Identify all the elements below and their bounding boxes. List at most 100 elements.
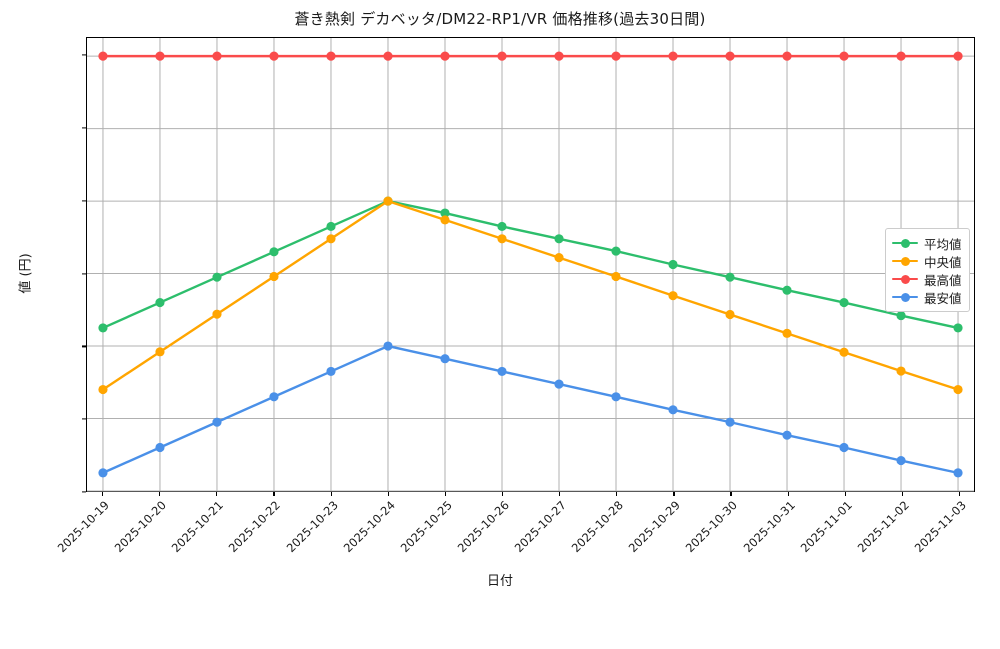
y-tick-mark <box>82 273 86 275</box>
data-point-marker[interactable] <box>98 51 108 61</box>
series-2 <box>98 196 963 395</box>
data-point-marker[interactable] <box>782 51 792 61</box>
legend-marker-icon <box>892 236 918 250</box>
data-point-marker[interactable] <box>839 347 849 357</box>
data-point-marker[interactable] <box>725 417 735 427</box>
data-point-marker[interactable] <box>611 246 621 256</box>
series-line <box>101 344 960 475</box>
x-tick-mark <box>330 492 332 496</box>
data-point-marker[interactable] <box>269 51 279 61</box>
series-4 <box>98 341 963 478</box>
data-point-marker[interactable] <box>725 309 735 320</box>
data-point-marker[interactable] <box>839 51 849 61</box>
data-point-marker[interactable] <box>782 430 792 440</box>
data-point-marker[interactable] <box>269 271 279 282</box>
data-point-marker[interactable] <box>782 328 792 338</box>
data-point-marker[interactable] <box>611 392 621 402</box>
data-point-marker[interactable] <box>668 259 678 270</box>
data-point-marker[interactable] <box>497 234 507 244</box>
data-point-marker[interactable] <box>611 271 621 282</box>
data-point-marker[interactable] <box>326 234 336 244</box>
data-point-marker[interactable] <box>554 379 564 389</box>
data-point-marker[interactable] <box>725 51 735 61</box>
x-tick-mark <box>730 492 732 496</box>
data-point-marker[interactable] <box>155 347 165 357</box>
data-point-marker[interactable] <box>497 221 507 232</box>
legend-item-1[interactable]: 平均値 <box>892 234 962 252</box>
data-point-marker[interactable] <box>98 468 108 478</box>
data-point-marker[interactable] <box>98 384 108 395</box>
x-tick-mark <box>901 492 904 496</box>
data-point-marker[interactable] <box>953 323 963 333</box>
data-point-marker[interactable] <box>497 366 507 376</box>
data-point-marker[interactable] <box>155 297 165 308</box>
legend-item-3[interactable]: 最高値 <box>892 270 962 288</box>
data-point-marker[interactable] <box>440 215 450 225</box>
data-point-marker[interactable] <box>155 442 165 453</box>
y-tick-mark <box>82 127 86 129</box>
x-tick-mark <box>159 492 161 496</box>
data-point-marker[interactable] <box>725 272 735 282</box>
data-point-marker[interactable] <box>440 51 450 61</box>
x-axis-title: 日付 <box>486 574 513 589</box>
x-tick-mark <box>673 492 675 496</box>
data-point-marker[interactable] <box>554 51 564 61</box>
series-line <box>101 199 960 391</box>
data-point-marker[interactable] <box>269 247 279 257</box>
data-point-marker[interactable] <box>98 323 108 333</box>
legend-label: 最高値 <box>924 272 962 288</box>
data-point-marker[interactable] <box>896 455 906 466</box>
data-point-marker[interactable] <box>383 341 393 351</box>
data-point-marker[interactable] <box>953 468 963 478</box>
data-point-marker[interactable] <box>269 392 279 402</box>
x-tick-mark <box>216 492 218 496</box>
data-point-marker[interactable] <box>896 366 906 376</box>
y-tick-mark <box>82 418 86 420</box>
data-point-marker[interactable] <box>326 221 336 232</box>
data-point-marker[interactable] <box>953 51 963 61</box>
legend-label: 中央値 <box>924 254 962 270</box>
data-point-marker[interactable] <box>953 384 963 395</box>
data-point-marker[interactable] <box>839 297 849 308</box>
legend-marker-icon <box>892 272 918 286</box>
data-point-marker[interactable] <box>668 291 678 301</box>
data-point-marker[interactable] <box>383 51 393 61</box>
data-point-marker[interactable] <box>497 51 507 61</box>
data-point-marker[interactable] <box>611 51 621 61</box>
x-tick-mark <box>844 492 846 496</box>
data-point-marker[interactable] <box>326 51 336 61</box>
x-tick-mark <box>616 492 618 496</box>
data-series-layer <box>98 51 963 478</box>
x-tick-mark <box>501 492 504 496</box>
data-point-marker[interactable] <box>896 51 906 61</box>
data-point-marker[interactable] <box>212 417 222 427</box>
data-point-marker[interactable] <box>440 208 450 218</box>
x-tick-mark <box>787 492 789 496</box>
data-point-marker[interactable] <box>554 234 564 244</box>
plot-area <box>86 37 975 492</box>
data-point-marker[interactable] <box>383 196 393 206</box>
data-point-marker[interactable] <box>668 405 678 415</box>
legend-item-2[interactable]: 中央値 <box>892 252 962 270</box>
data-point-marker[interactable] <box>155 51 165 61</box>
chart-title: 蒼き熱剣 デカベッタ/DM22-RP1/VR 価格推移(過去30日間) <box>294 10 706 28</box>
data-point-marker[interactable] <box>440 354 450 364</box>
y-tick-mark <box>82 491 86 493</box>
legend-label: 平均値 <box>924 236 962 252</box>
data-point-marker[interactable] <box>212 272 222 282</box>
legend-marker-icon <box>892 254 918 268</box>
data-point-marker[interactable] <box>668 51 678 61</box>
chart-legend: 平均値中央値最高値 最安値 <box>885 228 970 312</box>
data-point-marker[interactable] <box>326 366 336 376</box>
data-point-marker[interactable] <box>554 253 564 263</box>
y-tick-mark <box>82 345 86 347</box>
legend-item-4[interactable]: 最安値 <box>892 288 962 306</box>
data-point-marker[interactable] <box>212 51 222 61</box>
x-tick-mark <box>959 492 961 496</box>
data-point-marker[interactable] <box>782 285 792 295</box>
data-point-marker[interactable] <box>896 311 906 321</box>
y-tick-mark <box>82 200 86 202</box>
data-point-marker[interactable] <box>839 442 849 453</box>
data-point-marker[interactable] <box>212 309 222 319</box>
chart-figure: 蒼き熱剣 デカベッタ/DM22-RP1/VR 価格推移(過去30日間) 8010… <box>18 10 975 589</box>
